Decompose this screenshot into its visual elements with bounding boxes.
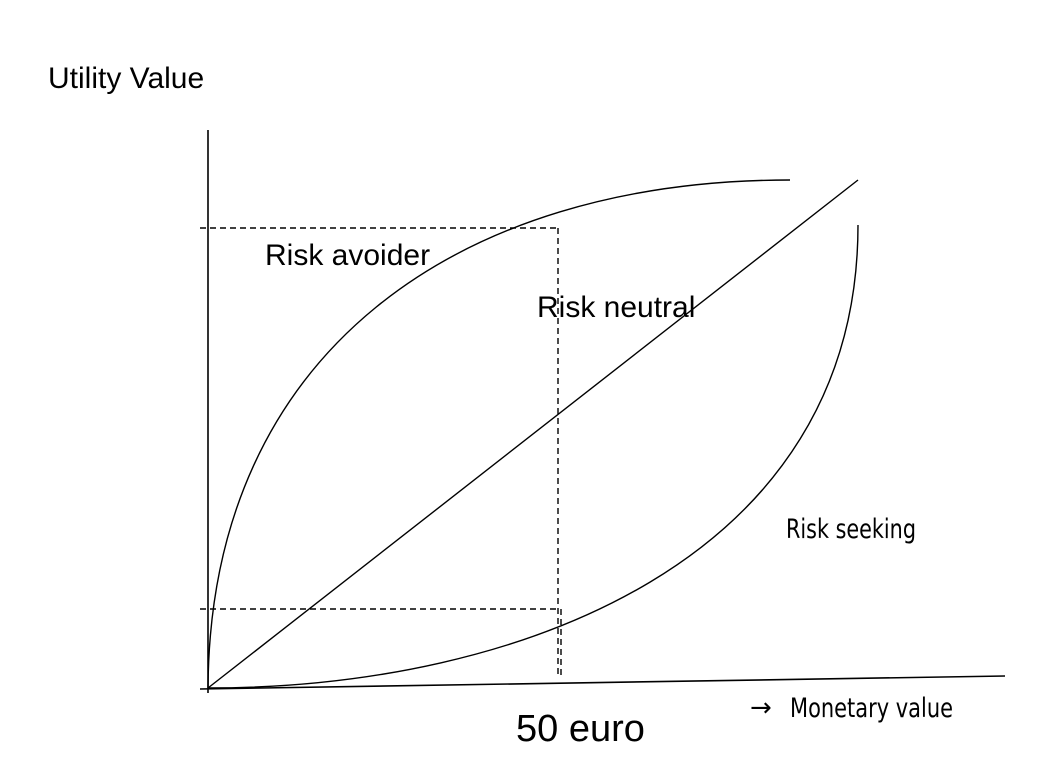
- risk-seeking-label: Risk seeking: [786, 514, 916, 545]
- y-axis-label: Utility Value: [48, 62, 204, 95]
- risk-neutral-label: Risk neutral: [537, 291, 695, 324]
- risk-avoider-label: Risk avoider: [265, 239, 430, 272]
- risk-seeking-curve: [207, 224, 859, 689]
- x-axis: [199, 675, 1006, 690]
- x-marker-label: 50 euro: [516, 708, 645, 750]
- arrow-icon: →: [750, 693, 772, 723]
- risk-avoider-curve: [207, 179, 791, 689]
- risk-neutral-line: [207, 179, 859, 689]
- x-axis-label: Monetary value: [790, 693, 953, 724]
